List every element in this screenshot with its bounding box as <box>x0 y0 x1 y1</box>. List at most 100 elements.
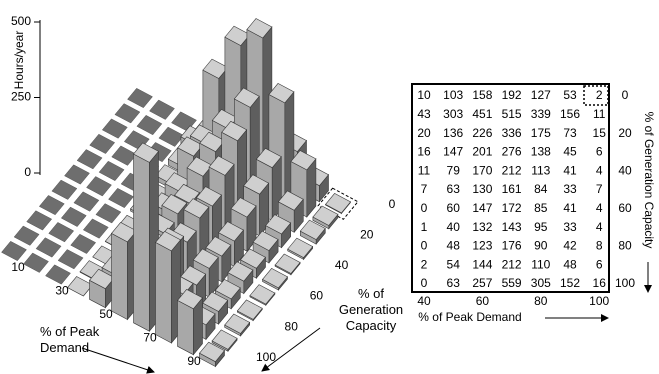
floor-tile <box>70 233 97 254</box>
bar <box>211 329 238 353</box>
z-tick-label: 500 <box>11 14 31 28</box>
bar-front <box>177 299 194 356</box>
floor-tile <box>1 240 27 262</box>
floor-tile <box>136 114 163 136</box>
table-cell: 336 <box>502 126 522 140</box>
z-tick-label: 0 <box>24 165 31 179</box>
bar-top <box>255 147 282 169</box>
y-tick-label: 80 <box>285 319 299 333</box>
table-y-tick-label: 0 <box>622 88 629 102</box>
table-cell: 85 <box>534 201 548 215</box>
table-cell: 303 <box>443 107 463 121</box>
x-tick-label: 90 <box>187 354 201 368</box>
table-cell: 192 <box>502 88 522 102</box>
z-tick-label: 250 <box>11 90 31 104</box>
x-tick-label: 50 <box>99 307 113 321</box>
table-cell: 158 <box>472 88 492 102</box>
table-cell: 40 <box>447 220 461 234</box>
bar <box>236 299 263 322</box>
arrow <box>261 327 321 372</box>
table-cell: 95 <box>534 220 548 234</box>
x-tick-label: 10 <box>11 260 25 274</box>
table-cell: 226 <box>472 126 492 140</box>
table-cell: 79 <box>447 163 461 177</box>
table-cell: 10 <box>417 88 431 102</box>
bar <box>177 289 203 356</box>
table-cell: 0 <box>421 239 428 253</box>
floor-tile <box>23 252 49 273</box>
table-cell: 48 <box>447 239 461 253</box>
table-cell: 1 <box>421 220 428 234</box>
x-tick-label: 30 <box>55 284 69 298</box>
bar-top <box>262 268 288 289</box>
table-y-label: % of Generation Capacity <box>642 112 656 249</box>
bars <box>67 18 351 368</box>
table-cell: 90 <box>534 239 548 253</box>
floor-tile <box>149 99 175 120</box>
table-cell: 152 <box>560 276 580 290</box>
table-y-tick-label: 40 <box>618 163 632 177</box>
table-y-tick-label: 100 <box>615 276 635 290</box>
bar-top <box>177 289 203 310</box>
bar-top <box>252 230 279 251</box>
table-cell: 43 <box>417 107 431 121</box>
bar-top <box>133 142 159 163</box>
table-cell: 7 <box>596 182 603 196</box>
floor-tile <box>111 145 138 166</box>
bar-top <box>183 198 210 219</box>
table-x-tick-label: 100 <box>589 294 609 308</box>
table-cell: 451 <box>472 107 492 121</box>
bar-top <box>268 83 295 104</box>
table-cell: 212 <box>502 163 522 177</box>
bar-top <box>199 131 226 153</box>
table-cell: 515 <box>502 107 522 121</box>
table-cell: 2 <box>421 257 428 271</box>
table-cell: 138 <box>531 145 551 159</box>
table-cell: 84 <box>534 182 548 196</box>
table-cell: 45 <box>563 145 577 159</box>
bar-top <box>265 214 292 235</box>
bar <box>224 313 251 337</box>
bar-top <box>155 231 181 252</box>
table-cell: 123 <box>472 239 492 253</box>
bar-top <box>202 58 229 79</box>
bar-top <box>161 194 188 215</box>
table-cell: 16 <box>593 276 607 290</box>
y-tick-label: 60 <box>310 289 324 303</box>
bar-top <box>214 279 241 300</box>
bar <box>312 205 339 230</box>
table-cell: 6 <box>596 257 603 271</box>
y-tick-label: 100 <box>256 350 276 364</box>
table-cell: 170 <box>472 163 492 177</box>
table-cell: 103 <box>443 88 463 102</box>
bar <box>262 268 288 291</box>
table-cell: 7 <box>421 182 428 196</box>
table-y-tick-label: 80 <box>618 239 632 253</box>
bar-top <box>240 248 266 269</box>
bar-top <box>243 174 270 195</box>
table-cell: 339 <box>531 107 551 121</box>
bar-top <box>111 222 137 243</box>
table-cell: 172 <box>502 201 522 215</box>
bar <box>133 142 159 333</box>
bar-top <box>236 299 263 320</box>
bar-top <box>205 236 232 257</box>
table-cell: 48 <box>563 257 577 271</box>
bar-top <box>199 341 225 363</box>
table-cell: 41 <box>563 201 577 215</box>
table-cell: 53 <box>563 88 577 102</box>
y-tick-label: 40 <box>335 258 349 272</box>
bar <box>199 341 225 368</box>
floor-tile <box>95 203 122 224</box>
bar <box>67 276 93 297</box>
floor-tile <box>60 206 87 227</box>
table-cell: 175 <box>531 126 551 140</box>
bar-top <box>218 221 244 242</box>
y-tick-label: 0 <box>389 197 396 211</box>
table-frame <box>411 83 610 293</box>
floor-tile <box>82 218 109 239</box>
bar-top <box>246 18 273 39</box>
bar-top <box>325 193 351 214</box>
